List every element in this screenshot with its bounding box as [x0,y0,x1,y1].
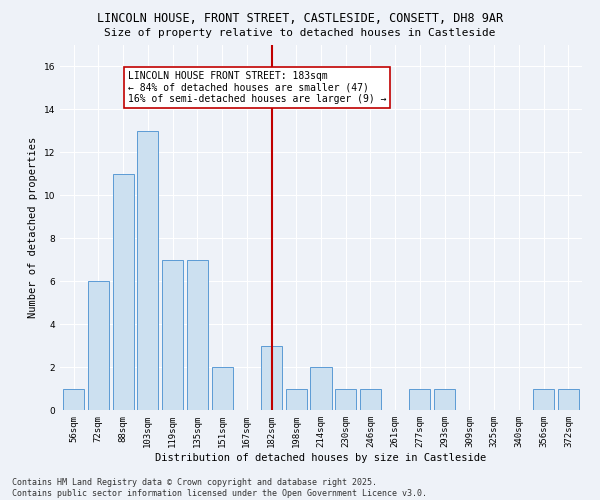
Bar [533,388,554,410]
Bar [409,388,430,410]
Bar [360,388,381,410]
X-axis label: Distribution of detached houses by size in Castleside: Distribution of detached houses by size … [155,452,487,462]
Bar [261,346,282,410]
Text: LINCOLN HOUSE, FRONT STREET, CASTLESIDE, CONSETT, DH8 9AR: LINCOLN HOUSE, FRONT STREET, CASTLESIDE,… [97,12,503,26]
Text: LINCOLN HOUSE FRONT STREET: 183sqm
← 84% of detached houses are smaller (47)
16%: LINCOLN HOUSE FRONT STREET: 183sqm ← 84%… [128,71,386,104]
Bar [63,388,84,410]
Y-axis label: Number of detached properties: Number of detached properties [28,137,38,318]
Bar [335,388,356,410]
Bar [286,388,307,410]
Bar [558,388,579,410]
Text: Size of property relative to detached houses in Castleside: Size of property relative to detached ho… [104,28,496,38]
Bar [434,388,455,410]
Bar [137,131,158,410]
Bar [113,174,134,410]
Bar [310,367,332,410]
Bar [212,367,233,410]
Bar [187,260,208,410]
Bar [162,260,183,410]
Text: Contains HM Land Registry data © Crown copyright and database right 2025.
Contai: Contains HM Land Registry data © Crown c… [12,478,427,498]
Bar [88,281,109,410]
